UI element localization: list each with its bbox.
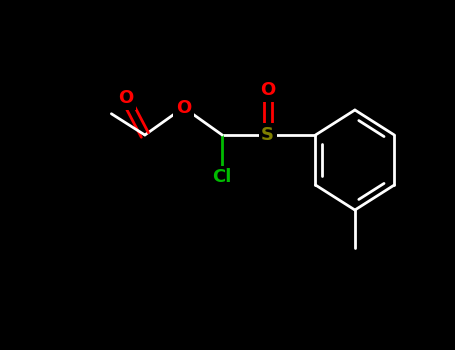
Text: Cl: Cl <box>212 168 232 187</box>
Text: O: O <box>118 89 133 107</box>
Text: O: O <box>260 81 275 99</box>
Text: O: O <box>176 98 191 117</box>
Text: S: S <box>261 126 274 144</box>
